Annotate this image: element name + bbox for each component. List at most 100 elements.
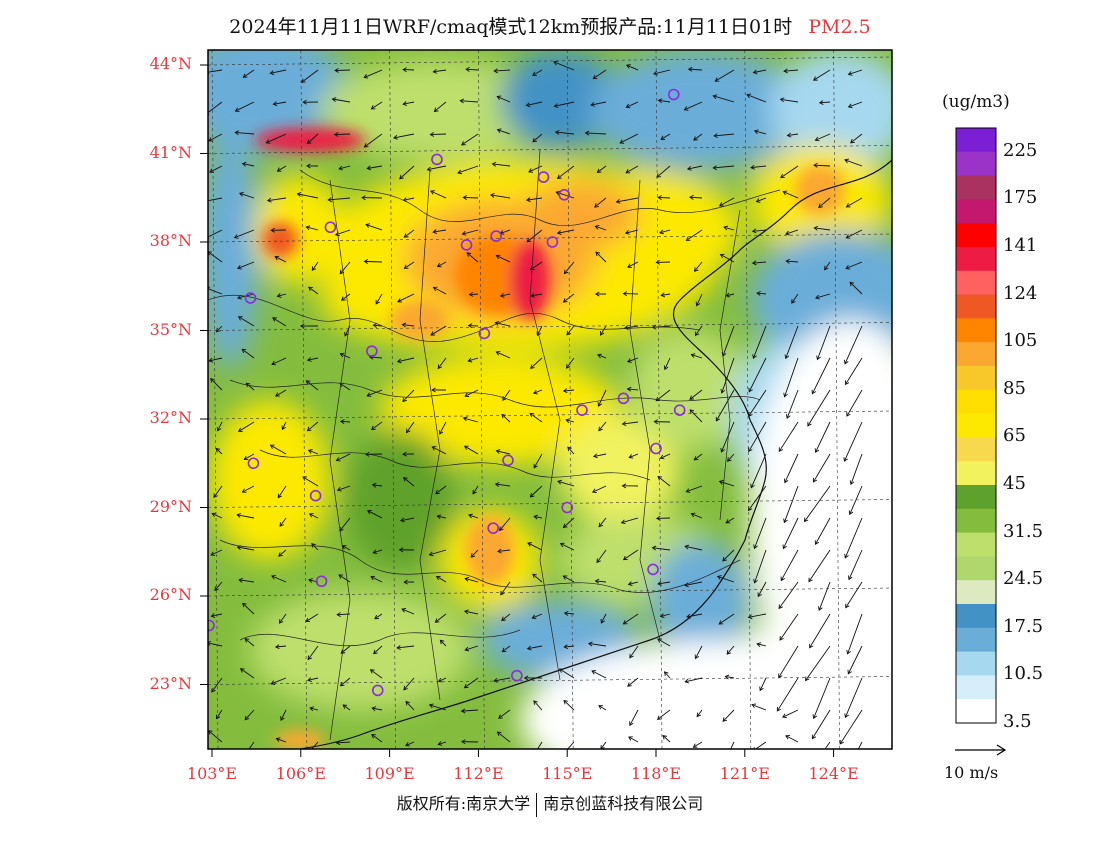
wind-arrow [501, 613, 511, 621]
wind-arrow-head [844, 553, 849, 559]
wind-arrow [306, 226, 319, 231]
wind-arrow [277, 165, 287, 172]
wind-arrow-head [722, 556, 727, 562]
wind-arrow [466, 68, 479, 71]
wind-arrow-head [216, 426, 222, 432]
wind-arrow [563, 389, 575, 392]
wind-arrow-head [780, 576, 785, 582]
wind-arrow [534, 515, 543, 519]
wind-arrow-head [596, 558, 601, 564]
copyright-separator [536, 792, 538, 817]
wind-arrow-head [532, 573, 537, 579]
wind-vectors [208, 60, 863, 749]
wind-arrow [242, 602, 255, 615]
wind-arrow-head [598, 522, 604, 528]
wind-arrow [625, 229, 639, 234]
wind-arrow-head [784, 354, 790, 360]
wind-arrow-head [689, 194, 694, 200]
wind-arrow [689, 196, 703, 199]
wind-arrow-head [629, 721, 634, 727]
wind-arrow [340, 677, 351, 687]
wind-arrow-head [494, 321, 500, 326]
wind-arrow-head [725, 292, 731, 298]
wind-arrow-head [430, 190, 435, 195]
wind-arrow-head [625, 169, 631, 174]
wind-arrow [244, 453, 255, 460]
lat-gridline [208, 587, 892, 597]
wind-arrow-head [430, 331, 436, 336]
wind-arrow [464, 677, 479, 689]
wind-arrow-head [594, 291, 600, 297]
station-marker [511, 669, 523, 682]
wind-arrow-head [396, 645, 401, 651]
wind-arrow-head [785, 258, 790, 264]
wind-arrow-head [525, 197, 531, 203]
wind-arrow [593, 69, 607, 79]
wind-arrow-head [726, 457, 732, 462]
wind-arrow-head [275, 737, 281, 742]
wind-arrow [595, 225, 607, 231]
wind-arrow [276, 738, 287, 743]
wind-arrow [399, 165, 415, 180]
wind-arrow [500, 229, 511, 234]
wind-arrow-head [553, 60, 558, 66]
wind-arrow-head [307, 655, 312, 661]
wind-arrow [461, 133, 479, 146]
wind-arrow-head [400, 517, 405, 523]
wind-arrow-head [844, 359, 849, 365]
wind-arrow-head [526, 645, 532, 651]
wind-arrow [463, 417, 479, 423]
wind-arrow [718, 613, 735, 625]
wind-arrow [372, 707, 383, 711]
wind-arrow [846, 197, 863, 208]
map-title: 2024年11月11日WRF/cmaq模式12km预报产品:11月11日01时 … [0, 12, 1100, 39]
wind-arrow [559, 668, 575, 679]
wind-arrow-head [753, 578, 758, 584]
wind-arrow-head [270, 680, 276, 685]
wind-arrow-head [659, 229, 664, 235]
wind-arrow-head [210, 551, 216, 556]
lon-label: 109°E [364, 764, 415, 783]
wind-arrow-head [628, 736, 633, 741]
wind-arrow-head [590, 102, 595, 107]
wind-arrow-head [532, 389, 538, 395]
colorbar-segment [956, 199, 996, 224]
wind-arrow-head [496, 731, 502, 736]
wind-arrow-head [271, 360, 277, 366]
wind-arrow-head [433, 107, 439, 113]
wind-arrow-head [493, 677, 498, 683]
colorbar-segment [956, 532, 996, 557]
wind-arrow-head [432, 229, 438, 234]
wind-arrow-head [813, 225, 819, 231]
lat-gridline [208, 676, 892, 685]
wind-arrow-head [398, 547, 404, 553]
wind-arrow [240, 668, 255, 679]
wind-arrow-head [657, 475, 663, 481]
wind-arrow-head [529, 412, 535, 418]
wind-arrow-head [785, 414, 791, 419]
wind-arrow-head [803, 517, 809, 523]
wind-arrow-head [208, 251, 212, 256]
wind-arrow [725, 676, 735, 679]
wind-arrow [307, 677, 319, 681]
wind-arrow-head [848, 575, 853, 581]
wind-arrow [215, 448, 223, 455]
colorbar-segment [956, 294, 996, 319]
wind-arrow [311, 543, 319, 551]
wind-arrow-head [562, 388, 568, 394]
wind-arrow [664, 671, 671, 679]
wind-arrow [782, 517, 799, 549]
wind-arrow-head [783, 518, 788, 524]
wind-arrow-head [464, 609, 469, 615]
wind-arrow-head [778, 604, 783, 610]
wind-arrow-head [276, 293, 282, 298]
wind-arrow-head [750, 164, 755, 170]
wind-arrow [624, 325, 639, 329]
wind-arrow-head [495, 350, 501, 356]
wind-arrow-head [372, 549, 378, 555]
wind-arrow-head [530, 364, 535, 369]
wind-arrow-head [402, 397, 407, 403]
lon-label: 103°E [186, 764, 238, 783]
wind-arrow [364, 133, 383, 148]
wind-arrow [526, 197, 543, 201]
